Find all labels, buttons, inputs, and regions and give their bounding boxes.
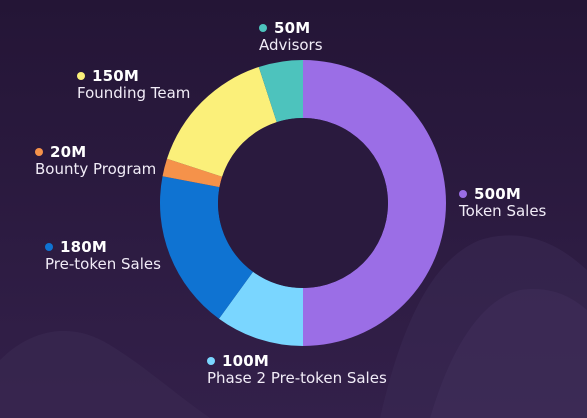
slice-token-sales: [303, 60, 446, 346]
legend-label-bounty-program: 20M Bounty Program: [35, 143, 157, 179]
phase-2-pre-token-sales-name: Phase 2 Pre-token Sales: [207, 369, 387, 388]
token-sales-dot-icon: [459, 190, 467, 198]
pre-token-sales-value: 180M: [60, 238, 108, 256]
legend-label-founding-team: 150M Founding Team: [77, 67, 191, 103]
bounty-program-name: Bounty Program: [35, 160, 157, 179]
pre-token-sales-name: Pre-token Sales: [45, 255, 161, 274]
donut-hole: [218, 118, 388, 288]
bounty-program-dot-icon: [35, 148, 43, 156]
advisors-name: Advisors: [259, 36, 323, 55]
legend-label-pre-token-sales: 180M Pre-token Sales: [45, 238, 161, 274]
advisors-value: 50M: [274, 19, 311, 37]
founding-team-name: Founding Team: [77, 84, 191, 103]
token-sales-value: 500M: [474, 185, 522, 203]
founding-team-value: 150M: [92, 67, 140, 85]
legend-label-token-sales: 500M Token Sales: [459, 185, 547, 221]
slice-phase-2-pre-token-sales: [218, 271, 303, 346]
bounty-program-value: 20M: [50, 143, 87, 161]
phase-2-pre-token-sales-value: 100M: [222, 352, 270, 370]
legend-label-advisors: 50M Advisors: [259, 19, 323, 55]
slice-pre-token-sales: [160, 176, 254, 319]
legend-label-phase-2-pre-token-sales: 100M Phase 2 Pre-token Sales: [207, 352, 387, 388]
pre-token-sales-dot-icon: [45, 243, 53, 251]
phase-2-pre-token-sales-dot-icon: [207, 357, 215, 365]
token-sales-name: Token Sales: [459, 202, 547, 221]
slice-advisors: [258, 60, 303, 123]
founding-team-dot-icon: [77, 72, 85, 80]
slice-bounty-program: [162, 158, 223, 188]
slice-founding-team: [166, 66, 277, 177]
advisors-dot-icon: [259, 24, 267, 32]
